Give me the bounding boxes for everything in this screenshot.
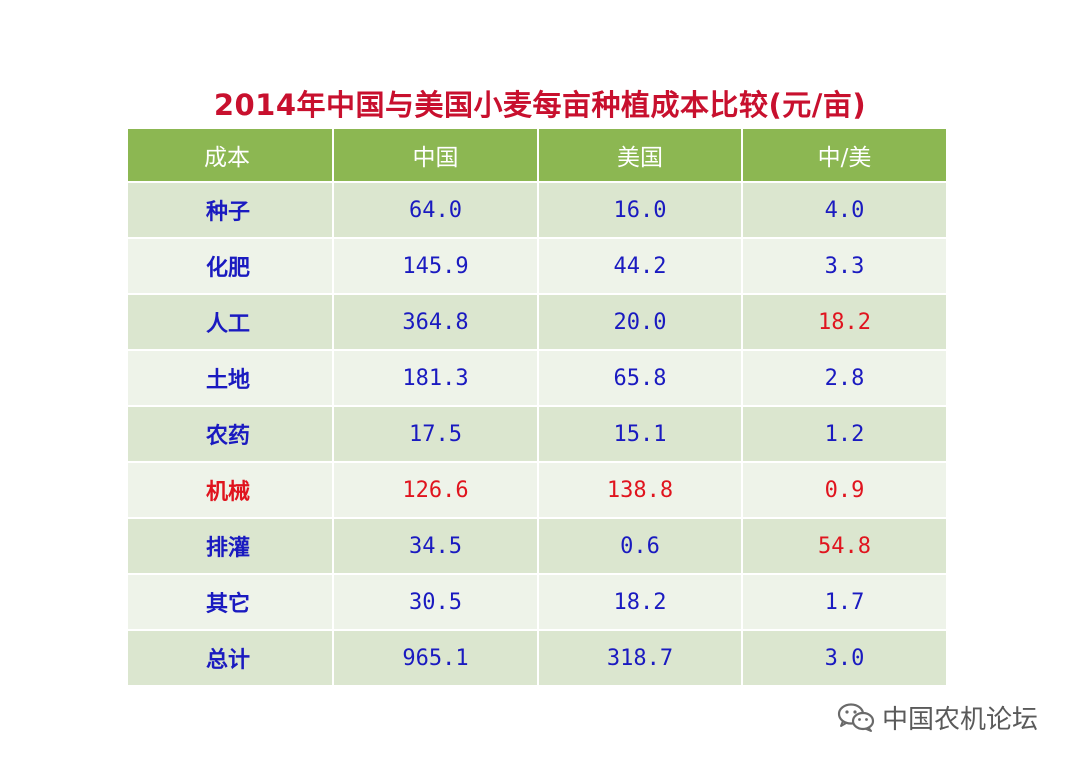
table-row: 土地 181.3 65.8 2.8 (128, 349, 946, 406)
wechat-icon (837, 703, 875, 732)
cell-ratio: 18.2 (741, 293, 946, 350)
cell-ratio: 1.2 (741, 405, 946, 462)
table-row: 化肥 145.9 44.2 3.3 (128, 237, 946, 294)
table-row: 农药 17.5 15.1 1.2 (128, 405, 946, 462)
cell-usa: 138.8 (537, 461, 742, 518)
row-label: 土地 (128, 349, 333, 406)
cell-ratio: 1.7 (741, 573, 946, 630)
table-row: 总计 965.1 318.7 3.0 (128, 629, 946, 685)
cell-china: 145.9 (332, 237, 538, 294)
column-header-item: 成本 (128, 129, 333, 182)
table-row: 其它 30.5 18.2 1.7 (128, 573, 946, 630)
cell-china: 965.1 (332, 629, 538, 685)
row-label: 化肥 (128, 237, 333, 294)
cell-usa: 18.2 (537, 573, 742, 630)
column-header-usa: 美国 (537, 129, 742, 182)
row-label: 种子 (128, 181, 333, 238)
cell-china: 126.6 (332, 461, 538, 518)
table-header-row: 成本 中国 美国 中/美 (128, 129, 946, 182)
cell-china: 64.0 (332, 181, 538, 238)
table-row: 排灌 34.5 0.6 54.8 (128, 517, 946, 574)
row-label: 总计 (128, 629, 333, 685)
cell-usa: 65.8 (537, 349, 742, 406)
watermark: 中国农机论坛 (836, 700, 1039, 735)
table-row: 机械 126.6 138.8 0.9 (128, 461, 946, 518)
row-label: 机械 (128, 461, 333, 518)
cell-china: 364.8 (332, 293, 538, 350)
table-body: 种子 64.0 16.0 4.0 化肥 145.9 44.2 3.3 人工 364.8 20.0 18… (128, 181, 946, 685)
table-row: 种子 64.0 16.0 4.0 (128, 181, 946, 238)
cell-ratio: 54.8 (741, 517, 946, 574)
cell-ratio: 4.0 (741, 181, 946, 238)
table-row: 人工 364.8 20.0 18.2 (128, 293, 946, 350)
column-header-ratio: 中/美 (741, 129, 946, 182)
cell-china: 34.5 (332, 517, 538, 574)
cell-usa: 16.0 (537, 181, 742, 238)
cell-china: 30.5 (332, 573, 538, 630)
cell-ratio: 2.8 (741, 349, 946, 406)
cell-usa: 20.0 (537, 293, 742, 350)
cell-usa: 44.2 (537, 237, 742, 294)
cell-usa: 15.1 (537, 405, 742, 462)
cell-china: 17.5 (332, 405, 538, 462)
cell-china: 181.3 (332, 349, 538, 406)
cost-comparison-table: 成本 中国 美国 中/美 种子 64.0 16.0 4.0 化肥 145.9 44.2 3.3… (128, 129, 946, 685)
row-label: 农药 (128, 405, 333, 462)
table-title: 2014年中国与美国小麦每亩种植成本比较(元/亩) (213, 88, 867, 122)
cell-ratio: 0.9 (741, 461, 946, 518)
row-label: 排灌 (128, 517, 333, 574)
cell-usa: 0.6 (537, 517, 742, 574)
cell-ratio: 3.3 (741, 237, 946, 294)
column-header-china: 中国 (332, 129, 538, 182)
cell-usa: 318.7 (537, 629, 742, 685)
row-label: 人工 (128, 293, 333, 350)
cell-ratio: 3.0 (741, 629, 946, 685)
watermark-text: 中国农机论坛 (882, 704, 1039, 735)
row-label: 其它 (128, 573, 333, 630)
